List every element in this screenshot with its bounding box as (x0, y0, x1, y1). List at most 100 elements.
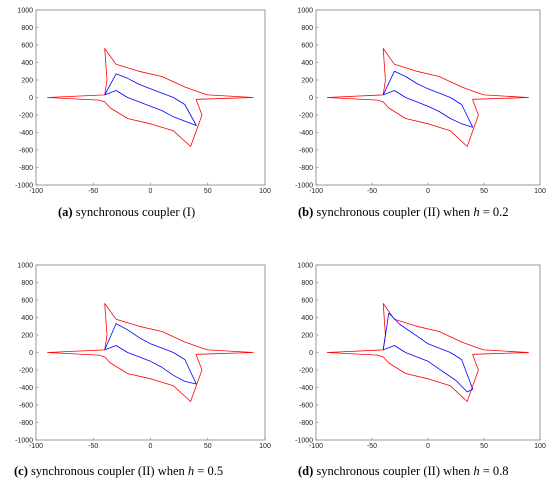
plot-d-ytick-label: -1000 (295, 437, 313, 444)
plot-b-ytick-label: 1000 (297, 7, 313, 14)
plot-a-ytick-label: 800 (21, 25, 33, 32)
plot-c-ytick-label: 200 (21, 332, 33, 339)
panel-b: -100 -50 0 50 100 1000 800 600 400 200 0 -200 -400 -6… (286, 0, 550, 242)
plot-b-ytick-label: -1000 (295, 182, 313, 189)
plot-a-ytick-label: -400 (19, 130, 33, 137)
plot-d-ytick-label: 200 (301, 332, 313, 339)
caption-d: (d) synchronous coupler (II) when h = 0.… (298, 464, 509, 479)
caption-b-text: synchronous coupler (II) when (316, 205, 471, 219)
plot-a-ytick-label: -800 (19, 165, 33, 172)
plot-c-ytick-label: 1000 (17, 262, 33, 269)
plot-a-ytick-label: 0 (29, 95, 33, 102)
plot-d-xtick-label: 100 (534, 443, 546, 450)
plot-b-ytick-label: -800 (299, 165, 313, 172)
plot-c-ytick-label: 800 (21, 280, 33, 287)
plot-b-ytick-label: 400 (301, 60, 313, 67)
plot-b-ytick-label: 200 (301, 77, 313, 84)
plot-a-ytick-label: 1000 (17, 7, 33, 14)
plot-b-xtick-label: -100 (309, 188, 323, 195)
plot-c-xtick-label: 50 (204, 443, 212, 450)
plot-d-xtick-label: -100 (309, 443, 323, 450)
plot-b-frame (315, 9, 541, 186)
caption-d-tag: (d) (298, 464, 314, 478)
plot-d-ytick-label: 1000 (297, 262, 313, 269)
plot-b-xtick-label: 50 (480, 188, 488, 195)
plot-c-ytick-label: 600 (21, 297, 33, 304)
caption-d-value: = 0.8 (482, 464, 509, 478)
plot-a-frame (35, 9, 266, 186)
plot-a: -100 -50 0 50 100 1000 800 600 400 200 0 -200 -400 -6… (15, 7, 271, 195)
plot-c-ytick-label: -600 (19, 402, 33, 409)
plot-c-xtick-label: -50 (88, 443, 98, 450)
plot-a-xtick-label: 0 (149, 188, 153, 195)
caption-c-tag: (c) (14, 464, 28, 478)
plot-d-xtick-label: -50 (367, 443, 377, 450)
plot-d-ytick-label: -800 (299, 420, 313, 427)
caption-b: (b) synchronous coupler (II) when h = 0.… (298, 205, 509, 220)
plot-a-xtick-label: 50 (204, 188, 212, 195)
plot-a-xtick-label: -50 (88, 188, 98, 195)
plot-a-ytick-label: -1000 (15, 182, 33, 189)
plot-a-ytick-label: 200 (21, 77, 33, 84)
plot-a-xtick-label: -100 (29, 188, 43, 195)
plot-b-ytick-label: -200 (299, 112, 313, 119)
plot-c-ytick-label: 0 (29, 350, 33, 357)
plot-b-ytick-label: 600 (301, 42, 313, 49)
plot-b-ytick-label: -600 (299, 147, 313, 154)
plot-b-series-outer-curve (326, 48, 529, 147)
caption-c-text: synchronous coupler (II) when (31, 464, 185, 478)
plot-d-frame (315, 264, 541, 441)
plot-d-series-outer-curve (326, 303, 529, 402)
plot-b-ytick-label: -400 (299, 130, 313, 137)
caption-c-param: h (187, 464, 195, 478)
panel-d: -100 -50 0 50 100 1000 800 600 400 200 0 -200 -400 -6… (286, 256, 550, 485)
caption-a-text: synchronous coupler (I) (75, 205, 196, 219)
plot-d-xtick-label: 0 (426, 443, 430, 450)
plot-c-frame (35, 264, 266, 441)
caption-a-tag: (a) (58, 205, 73, 219)
plot-a-ytick-label: 400 (21, 60, 33, 67)
plot-c-ytick-label: 400 (21, 315, 33, 322)
plot-b-ytick-label: 800 (301, 25, 313, 32)
plot-c-ytick-label: -400 (19, 385, 33, 392)
plot-c-ytick-label: -800 (19, 420, 33, 427)
plot-c-xtick-label: 100 (259, 443, 271, 450)
plot-b-ytick-label: 0 (309, 95, 313, 102)
plot-c-xtick-label: 0 (149, 443, 153, 450)
plot-a-ytick-label: 600 (21, 42, 33, 49)
plot-d-ytick-label: 400 (301, 315, 313, 322)
caption-c: (c) synchronous coupler (II) when h = 0.… (14, 464, 223, 479)
plot-a-series-outer-curve (47, 48, 254, 147)
plot-d: -100 -50 0 50 100 1000 800 600 400 200 0 -200 -400 -6… (295, 262, 546, 450)
plot-c-xtick-label: -100 (29, 443, 43, 450)
plot-c-series-outer-curve (47, 303, 254, 402)
plot-c: -100 -50 0 50 100 1000 800 600 400 200 0 -200 -400 -6… (15, 262, 271, 450)
plot-b-series-inner-curve (382, 70, 474, 128)
plot-b-xtick-label: -50 (367, 188, 377, 195)
caption-c-value: = 0.5 (197, 464, 224, 478)
plot-c-ytick-label: -200 (19, 367, 33, 374)
caption-d-param: h (473, 464, 480, 478)
plot-d-ytick-label: -400 (299, 385, 313, 392)
panel-a: -100 -50 0 50 100 1000 800 600 400 200 0 -200 -400 -6… (0, 0, 275, 242)
caption-b-param: h (473, 205, 480, 219)
plot-d-series-inner-curve (382, 312, 474, 393)
plot-c-series-inner-curve (104, 323, 197, 385)
caption-a: (a) synchronous coupler (I) (58, 205, 195, 220)
panel-c: -100 -50 0 50 100 1000 800 600 400 200 0 -200 -400 -6… (0, 256, 275, 485)
plot-d-ytick-label: 0 (309, 350, 313, 357)
plot-b-xtick-label: 100 (534, 188, 546, 195)
plot-d-xtick-label: 50 (480, 443, 488, 450)
plot-d-ytick-label: 600 (301, 297, 313, 304)
caption-b-value: = 0.2 (482, 205, 509, 219)
plot-b-xtick-label: 0 (426, 188, 430, 195)
plot-c-ytick-label: -1000 (15, 437, 33, 444)
plot-d-ytick-label: -200 (299, 367, 313, 374)
caption-d-text: synchronous coupler (II) when (316, 464, 471, 478)
plot-d-ytick-label: 800 (301, 280, 313, 287)
plot-b: -100 -50 0 50 100 1000 800 600 400 200 0 -200 -400 -6… (295, 7, 546, 195)
plot-d-ytick-label: -600 (299, 402, 313, 409)
plot-a-series-inner-curve (104, 73, 197, 126)
caption-b-tag: (b) (298, 205, 314, 219)
plot-a-ytick-label: -200 (19, 112, 33, 119)
